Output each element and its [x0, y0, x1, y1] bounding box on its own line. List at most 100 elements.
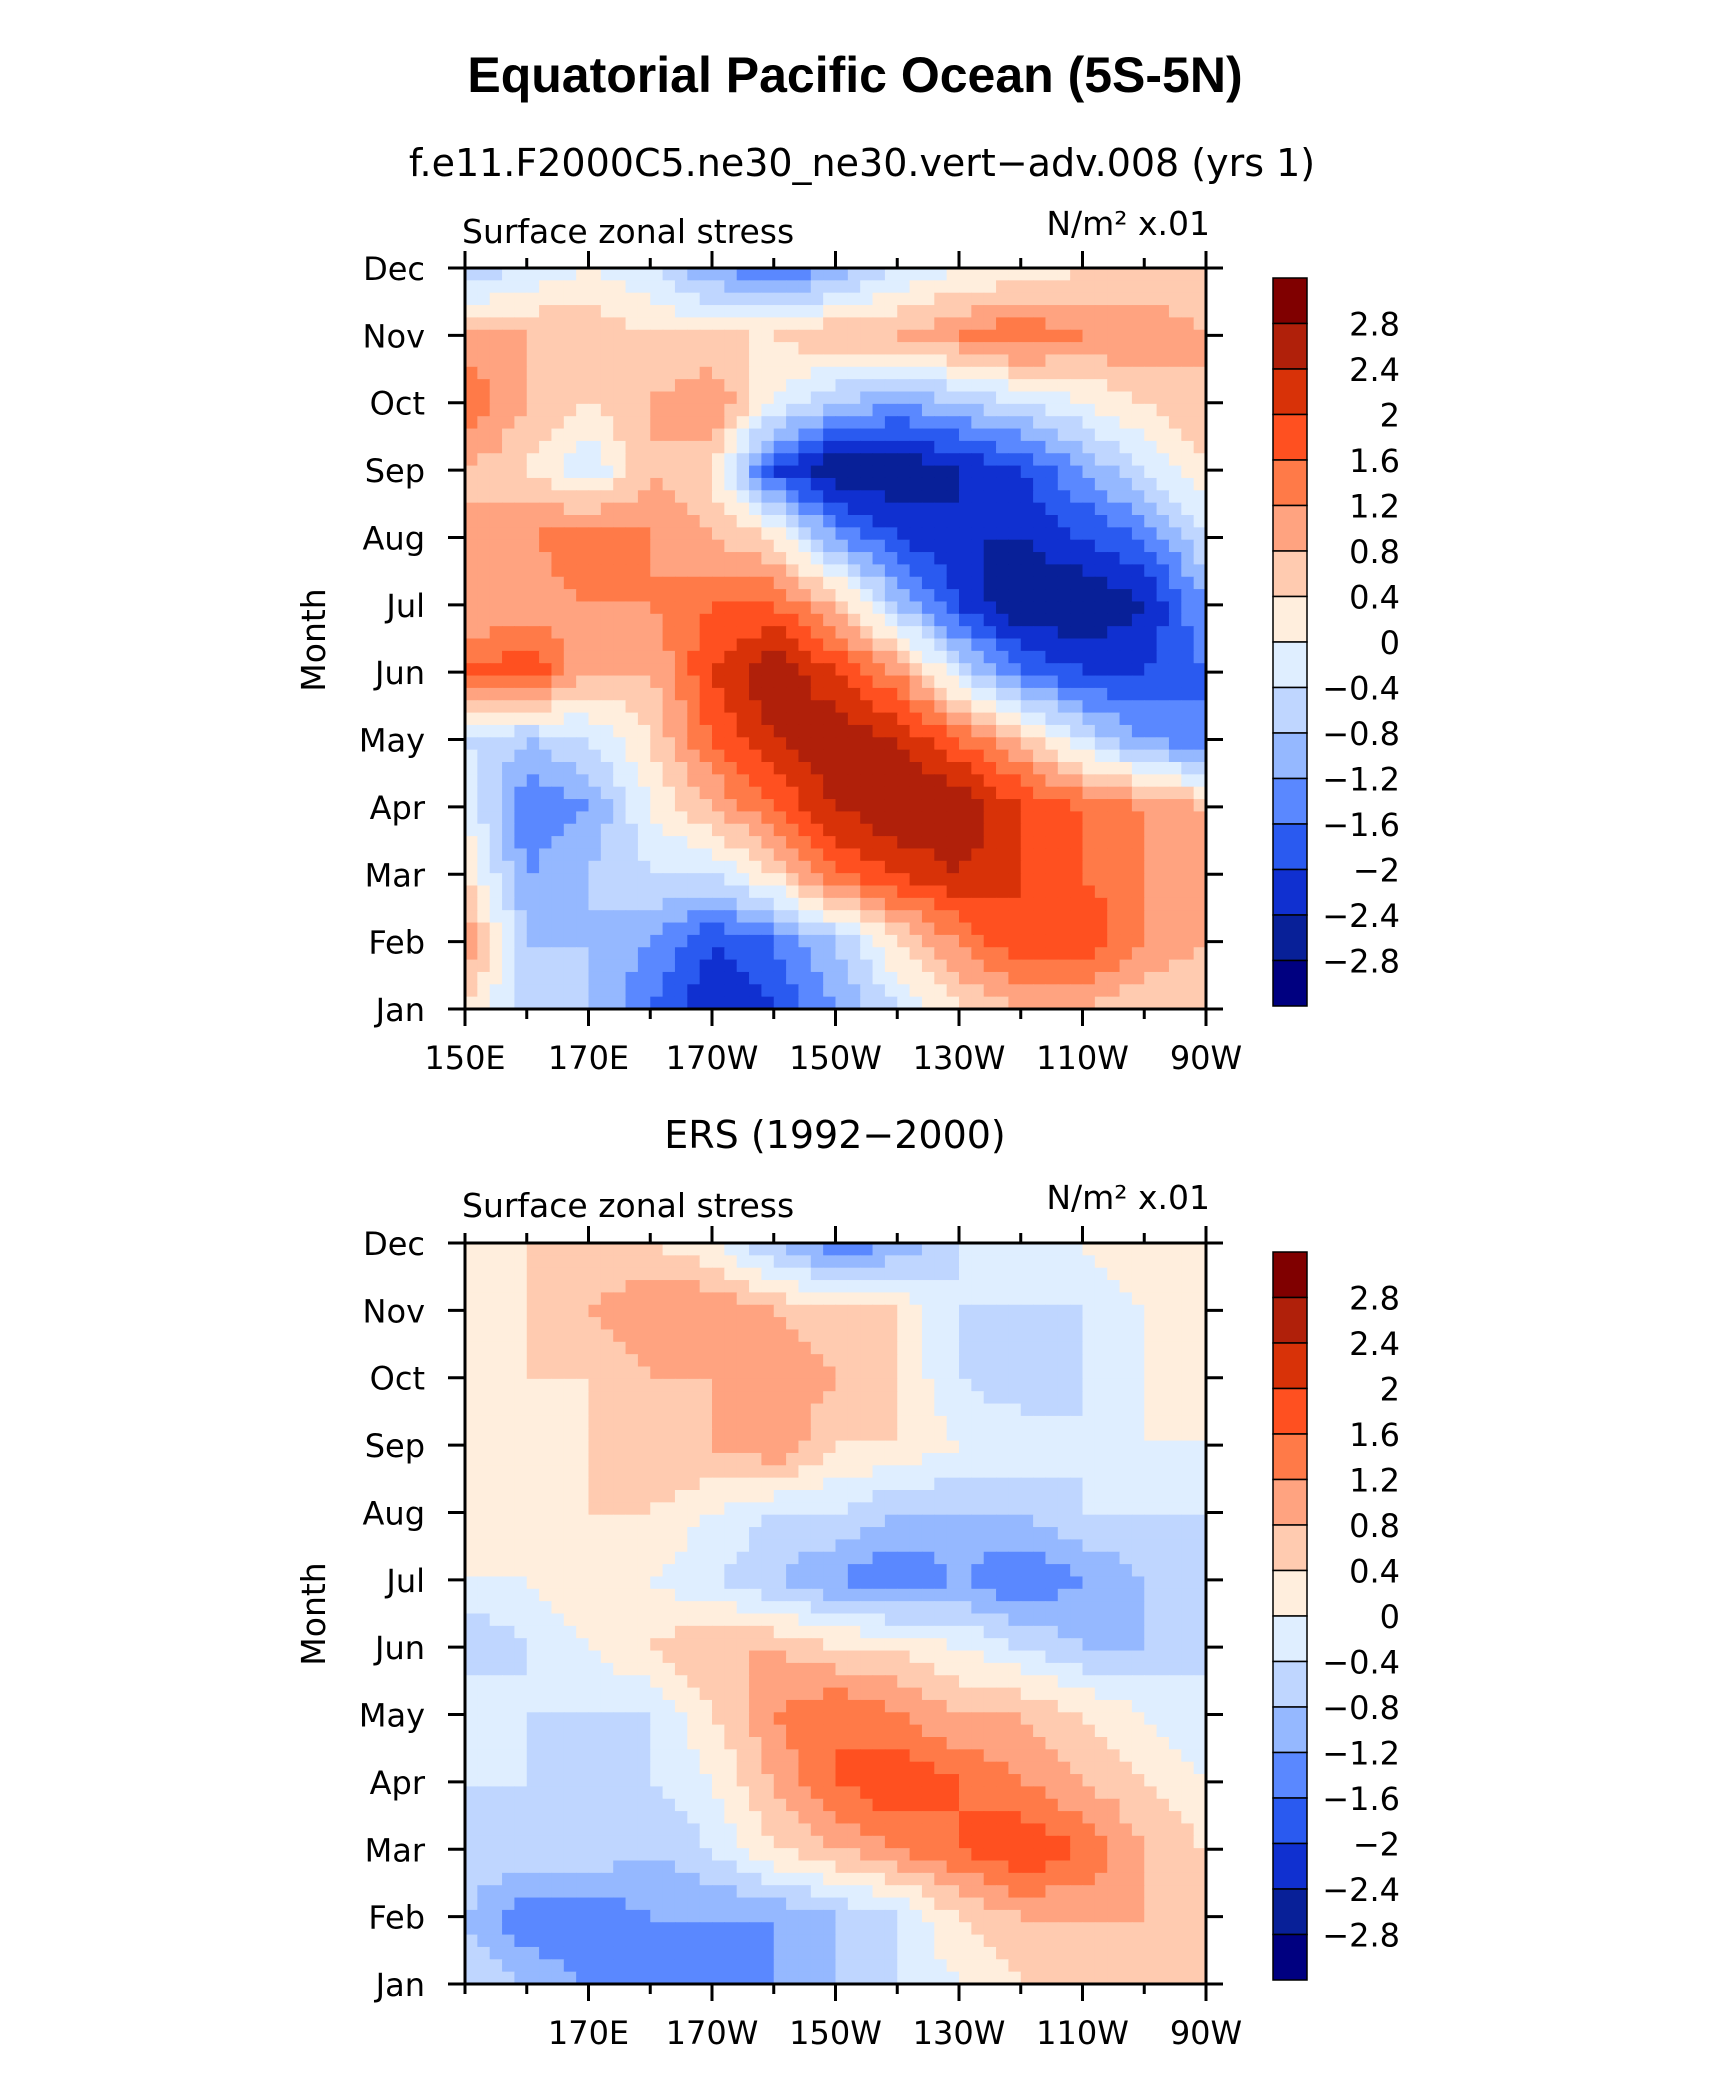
heatmap-cell [674, 1366, 688, 1380]
heatmap-cell [749, 934, 762, 948]
heatmap-cell [798, 268, 812, 281]
heatmap-cell [1156, 971, 1170, 985]
heatmap-cell [946, 1452, 960, 1466]
heatmap-cell [798, 305, 812, 318]
heatmap-cell [872, 1452, 886, 1466]
heatmap-cell [1193, 947, 1207, 961]
heatmap-cell [724, 811, 738, 825]
heatmap-cell [489, 589, 503, 603]
heatmap-cell [699, 897, 713, 911]
heatmap-cell [576, 1502, 590, 1516]
heatmap-cell [749, 576, 762, 590]
heatmap-cell [786, 539, 800, 553]
heatmap-cell [1119, 823, 1133, 837]
heatmap-cell [1168, 329, 1182, 343]
heatmap-cell [909, 490, 923, 504]
heatmap-cell [1082, 774, 1096, 788]
heatmap-cell [823, 934, 837, 948]
heatmap-cell [576, 403, 590, 417]
heatmap-cell [1045, 552, 1059, 565]
heatmap-cell [674, 1465, 688, 1479]
heatmap-cell [1156, 1243, 1170, 1256]
heatmap-cell [551, 1329, 565, 1343]
heatmap-cell [847, 799, 861, 812]
heatmap-cell [946, 527, 960, 541]
heatmap-cell [934, 1341, 948, 1355]
heatmap-cell [1008, 1341, 1022, 1355]
heatmap-cell [786, 292, 800, 306]
heatmap-cell [637, 700, 651, 714]
heatmap-cell [712, 1317, 725, 1331]
heatmap-cell [736, 996, 750, 1010]
heatmap-cell [1168, 280, 1182, 294]
heatmap-cell [847, 317, 861, 331]
heatmap-cell [1119, 1428, 1133, 1442]
y-tick-label: Nov [363, 317, 425, 355]
heatmap-cell [1156, 440, 1170, 454]
heatmap-cell [996, 860, 1009, 874]
heatmap-cell [1094, 465, 1108, 479]
heatmap-cell [810, 1428, 824, 1442]
heatmap-cell [650, 613, 664, 627]
heatmap-cell [1168, 897, 1182, 911]
heatmap-cell [465, 527, 478, 541]
heatmap-cell [699, 687, 713, 701]
heatmap-cell [1107, 922, 1121, 936]
heatmap-cell [921, 762, 935, 775]
heatmap-cell [749, 1452, 762, 1466]
heatmap-cell [1131, 1243, 1145, 1256]
heatmap-cell [477, 317, 491, 331]
heatmap-cell [625, 1502, 639, 1516]
heatmap-cell [884, 366, 898, 380]
heatmap-cell [1008, 527, 1022, 541]
heatmap-cell [786, 576, 800, 590]
heatmap-cell [959, 626, 972, 640]
heatmap-cell [724, 737, 738, 751]
heatmap-cell [946, 1243, 960, 1256]
heatmap-cell [1107, 774, 1121, 788]
heatmap-cell [551, 823, 565, 837]
heatmap-cell [502, 786, 515, 800]
heatmap-cell [1107, 799, 1121, 812]
heatmap-cell [674, 527, 688, 541]
heatmap-cell [897, 391, 911, 405]
heatmap-cell [909, 539, 923, 553]
heatmap-cell [662, 786, 676, 800]
heatmap-cell [872, 971, 886, 985]
heatmap-cell [625, 724, 639, 738]
heatmap-cell [699, 873, 713, 887]
heatmap-cell [847, 1292, 861, 1306]
heatmap-cell [489, 305, 503, 318]
heatmap-cell [1033, 1428, 1047, 1442]
heatmap-cell [563, 1329, 577, 1343]
heatmap-cell [835, 1243, 849, 1256]
heatmap-cell [1168, 922, 1182, 936]
heatmap-cell [921, 848, 935, 862]
heatmap-cell [563, 1366, 577, 1380]
heatmap-cell [1131, 589, 1145, 603]
heatmap-cell [1070, 786, 1084, 800]
heatmap-cell [1033, 453, 1047, 467]
heatmap-cell [712, 885, 725, 899]
heatmap-cell [934, 873, 948, 887]
heatmap-cell [1107, 724, 1121, 738]
heatmap-cell [1020, 440, 1034, 454]
heatmap-cell [1045, 477, 1059, 491]
heatmap-cell [1156, 1267, 1170, 1281]
heatmap-cell [576, 675, 590, 689]
heatmap-cell [959, 502, 972, 516]
heatmap-cell [1033, 675, 1047, 689]
heatmap-cell [971, 305, 985, 318]
heatmap-cell [897, 477, 911, 491]
heatmap-cell [1144, 354, 1158, 368]
heatmap-cell [1107, 1452, 1121, 1466]
heatmap-cell [514, 836, 528, 850]
heatmap-cell [872, 1440, 886, 1454]
heatmap-cell [650, 836, 664, 850]
heatmap-cell [749, 762, 762, 775]
heatmap-cell [1020, 1317, 1034, 1331]
heatmap-cell [712, 650, 725, 664]
heatmap-cell [539, 1440, 553, 1454]
heatmap-cell [959, 391, 972, 405]
heatmap-cell [860, 1452, 874, 1466]
